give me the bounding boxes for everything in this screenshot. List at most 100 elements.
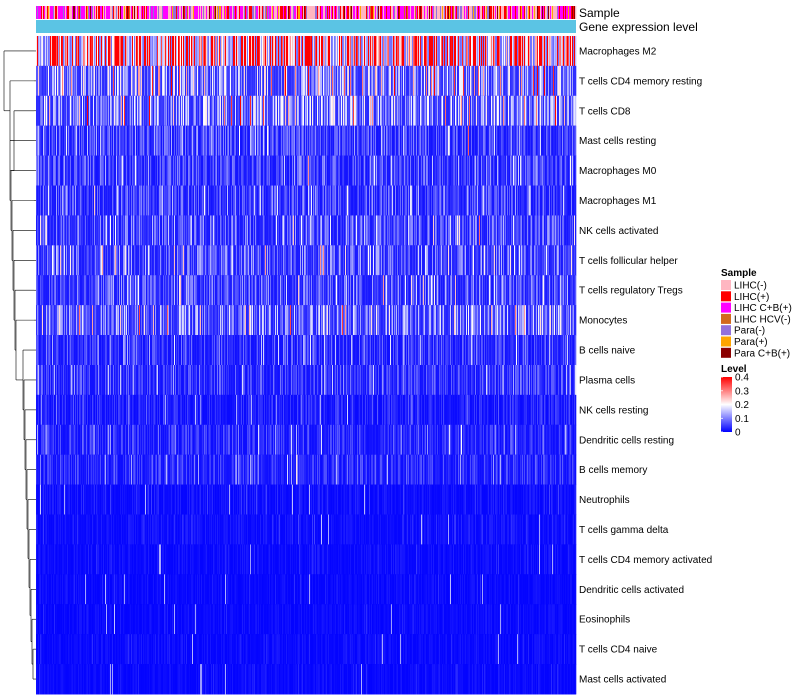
heatmap-cell — [194, 65, 196, 97]
heatmap-cell — [423, 95, 425, 127]
heatmap-cell — [349, 36, 351, 67]
heatmap-cell — [319, 155, 321, 186]
heatmap-cell — [386, 36, 388, 67]
heatmap-cell — [149, 95, 151, 127]
heatmap-cell — [572, 95, 574, 127]
heatmap-cell — [312, 95, 314, 127]
sample-cell — [64, 6, 66, 19]
sample-cell — [258, 6, 260, 19]
heatmap-cell — [398, 65, 400, 97]
heatmap-cell — [157, 36, 159, 67]
heatmap-cell — [245, 65, 247, 97]
heatmap-cell — [476, 125, 478, 157]
heatmap-cell — [314, 95, 316, 127]
heatmap-cell — [353, 65, 355, 97]
sample-cell — [531, 6, 533, 19]
sample-cell — [44, 6, 46, 19]
heatmap-cell — [316, 125, 318, 157]
heatmap-cell — [308, 125, 310, 157]
heatmap-cell — [313, 125, 315, 157]
sample-cell — [271, 6, 273, 19]
heatmap-cell — [533, 36, 535, 67]
heatmap-cell — [495, 36, 497, 67]
heatmap-cell — [353, 36, 355, 67]
heatmap-cell — [112, 36, 114, 67]
sample-cell — [414, 6, 416, 19]
heatmap-cell — [373, 65, 375, 97]
heatmap-cell — [270, 125, 272, 157]
heatmap-cell — [480, 95, 482, 127]
heatmap-cell — [122, 125, 124, 157]
sample-cell — [269, 6, 271, 19]
sample-cell — [189, 6, 191, 19]
heatmap-cell — [259, 65, 261, 97]
heatmap-cell — [364, 95, 366, 127]
heatmap-cell — [416, 36, 418, 67]
heatmap-cell — [574, 95, 576, 127]
heatmap-cell — [168, 65, 170, 97]
heatmap-cell — [264, 155, 266, 186]
sample-cell — [391, 6, 393, 19]
heatmap-cell — [384, 36, 386, 67]
heatmap-cell — [119, 36, 121, 67]
sample-cell — [488, 6, 490, 19]
heatmap-cell — [179, 65, 181, 97]
heatmap-cell — [537, 65, 539, 97]
heatmap-cell — [78, 65, 80, 97]
heatmap-cell — [257, 36, 259, 67]
heatmap-cell — [133, 65, 135, 97]
sample-cell — [143, 6, 145, 19]
heatmap-cell — [206, 65, 208, 97]
heatmap-cell — [257, 65, 259, 97]
heatmap-cell — [237, 36, 239, 67]
heatmap-cell — [200, 155, 202, 186]
sample-cell — [181, 6, 183, 19]
heatmap-cell — [402, 95, 404, 127]
heatmap-cell — [141, 125, 143, 157]
sample-cell — [224, 6, 226, 19]
heatmap-cell — [246, 36, 248, 67]
heatmap-cell — [500, 65, 502, 97]
sample-cell — [94, 6, 96, 19]
heatmap-cell — [54, 125, 56, 157]
heatmap-cell — [488, 125, 490, 157]
heatmap-cell — [38, 125, 40, 157]
heatmap-cell — [172, 155, 174, 186]
heatmap-cell — [120, 36, 122, 67]
heatmap-cell — [357, 155, 359, 186]
heatmap-cell — [114, 65, 116, 97]
heatmap-cell — [43, 125, 45, 157]
heatmap-cell — [492, 125, 494, 157]
heatmap-cell — [176, 125, 178, 157]
heatmap-cell — [163, 36, 165, 67]
heatmap-cell — [371, 36, 373, 67]
heatmap-cell — [446, 65, 448, 97]
sample-cell — [552, 6, 554, 19]
heatmap-cell — [70, 65, 72, 97]
heatmap-cell — [332, 125, 334, 157]
heatmap-cell — [234, 125, 236, 157]
heatmap-cell — [324, 65, 326, 97]
heatmap-cell — [198, 125, 200, 157]
heatmap-cell — [256, 155, 258, 186]
heatmap-cell — [250, 155, 252, 186]
heatmap-cell — [273, 125, 275, 157]
sample-cell — [136, 6, 138, 19]
heatmap-cell — [60, 36, 62, 67]
sample-cell — [472, 6, 474, 19]
sample-cell — [198, 6, 200, 19]
heatmap-cell — [561, 95, 563, 127]
heatmap-cell — [330, 155, 332, 186]
heatmap-cell — [475, 95, 477, 127]
heatmap-cell — [392, 95, 394, 127]
heatmap-cell — [92, 65, 94, 97]
heatmap-cell — [328, 36, 330, 67]
heatmap-cell — [180, 36, 182, 67]
heatmap-cell — [449, 95, 451, 127]
heatmap-cell — [249, 95, 251, 127]
heatmap-cell — [85, 155, 87, 186]
heatmap-cell — [382, 65, 384, 97]
heatmap-cell — [380, 36, 382, 67]
heatmap-cell — [181, 95, 183, 127]
sample-cell — [498, 6, 500, 19]
